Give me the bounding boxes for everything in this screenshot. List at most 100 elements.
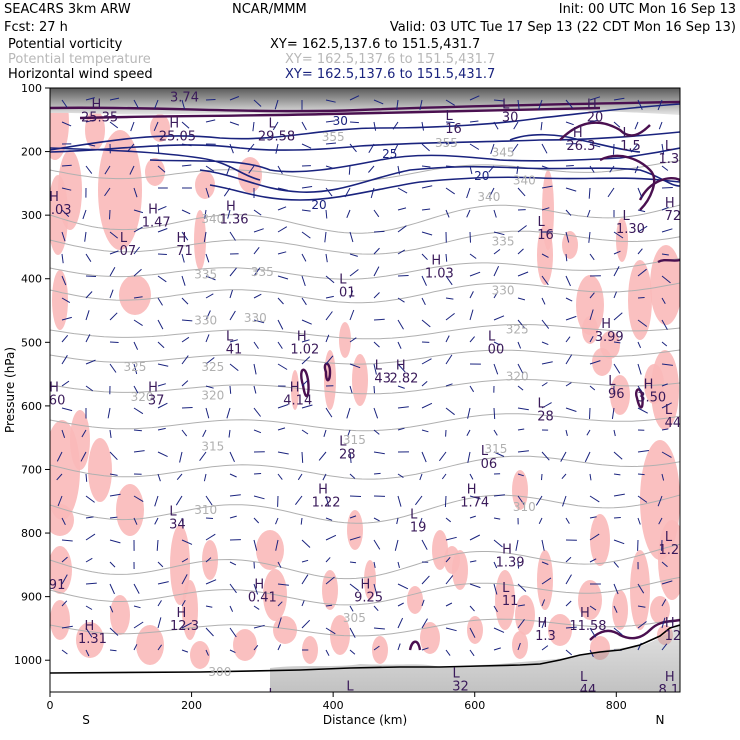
x-tick-label: 600 — [464, 699, 485, 712]
extremum-letter: H — [49, 190, 59, 205]
model-name: SEAC4RS 3km ARW — [4, 2, 131, 17]
extremum-letter: H — [601, 317, 611, 332]
extremum-value: 29.58 — [258, 130, 295, 145]
theta-label: 320 — [506, 369, 529, 383]
extremum-letter: H — [297, 330, 307, 345]
extremum-value: 4.14 — [283, 394, 312, 409]
y-tick-label: 400 — [21, 273, 42, 286]
theta-label: 325 — [123, 360, 146, 374]
extremum-letter: L — [580, 670, 588, 685]
extremum-value: 11 — [502, 594, 519, 609]
extremum-letter: H — [169, 117, 179, 132]
y-tick-label: 500 — [21, 336, 42, 349]
extremum-value: 1.47 — [142, 216, 171, 231]
extremum-letter: L — [665, 530, 673, 545]
extremum-letter: L — [538, 215, 546, 230]
extremum-letter: H — [92, 98, 102, 113]
extremum-value: 91 — [49, 578, 66, 593]
wind-vectors — [56, 95, 673, 658]
extremum-value: 30 — [502, 111, 519, 126]
legend-wind-label: Horizontal wind speed — [8, 67, 153, 82]
theta-label: 355 — [435, 136, 458, 150]
theta-label: 330 — [492, 284, 515, 298]
extremum-value: 19 — [410, 521, 427, 536]
y-tick-label: 200 — [21, 146, 42, 159]
extremum-value: 34 — [169, 518, 186, 533]
extremum-value: 11.58 — [569, 619, 606, 634]
extremum-value: 1.03 — [43, 203, 72, 218]
extremum-value: 1.3 — [535, 629, 556, 644]
extremum-letter: H — [318, 482, 328, 497]
extremum-letter: H — [538, 616, 548, 631]
extremum-letter: L — [502, 581, 510, 596]
extremum-value: 1.31 — [78, 632, 107, 647]
extremum-letter: H — [467, 482, 477, 497]
extremum-value: 07 — [120, 244, 137, 259]
legend-pv-label: Potential vorticity — [8, 37, 123, 52]
extremum-letter: H — [502, 543, 512, 558]
extremum-value: 1.02 — [290, 343, 319, 358]
theta-label: 330 — [244, 311, 267, 325]
extremum-letter: H — [148, 203, 158, 218]
extremum-value: 25.35 — [81, 111, 118, 126]
extremum-value: 0.41 — [248, 591, 277, 606]
wind-speed-contours — [50, 103, 680, 201]
extremum-value: 1.29 — [658, 543, 687, 558]
extremum-value: 2.82 — [389, 371, 418, 386]
x-tick-label: 400 — [323, 699, 344, 712]
extremum-letter: L — [445, 109, 453, 124]
y-axis: 100 200 300 400 500 600 700 800 900 1000 — [14, 82, 50, 667]
extremum-letter: L — [346, 679, 354, 694]
extremum-value: 06 — [481, 457, 498, 472]
extremum-letter: H — [431, 253, 441, 268]
extremum-value: 1.05 — [262, 700, 291, 715]
extremum-value: 1.5 — [620, 139, 641, 154]
extremum-letter: L — [622, 209, 630, 224]
extremum-letter: H — [396, 358, 406, 373]
theta-label: 310 — [513, 500, 536, 514]
legend-theta-label: Potential temperature — [8, 52, 151, 67]
legend-wind-xy: XY= 162.5,137.6 to 151.5,431.7 — [285, 67, 495, 82]
theta-label: 315 — [485, 442, 508, 456]
extremum-letter: L — [502, 98, 510, 113]
y-tick-label: 100 — [21, 82, 42, 95]
extremum-letter: H — [254, 578, 264, 593]
extremum-value: 1.39 — [496, 556, 525, 571]
extremum-letter: H — [49, 381, 59, 396]
extremum-letter: H — [573, 126, 583, 141]
extremum-value: 16 — [445, 122, 462, 137]
pv-contours — [50, 100, 680, 651]
extremum-value: 28 — [537, 409, 554, 424]
extremum-value: 25.05 — [159, 130, 196, 145]
wind-label: 30 — [333, 114, 348, 128]
extremum-value: 3.50 — [637, 390, 666, 405]
extremum-value: 1.37 — [658, 152, 687, 167]
theta-label: 335 — [492, 235, 515, 249]
y-tick-label: 800 — [21, 527, 42, 540]
pv-shading-layer — [50, 88, 680, 669]
extremum-value: 00 — [488, 343, 505, 358]
extremum-value: 1.36 — [220, 212, 249, 227]
theta-label: 340 — [477, 190, 500, 204]
theta-label: 330 — [194, 314, 217, 328]
extremum-value: 12.3 — [170, 619, 199, 634]
extremum-letter: L — [665, 139, 673, 154]
extremum-letter: L — [375, 358, 383, 373]
extremum-letter: L — [608, 374, 616, 389]
x-tick-label: 800 — [606, 699, 627, 712]
extremum-value: 31 — [346, 692, 363, 707]
theta-label: 315 — [343, 433, 366, 447]
extremum-letter: L — [488, 330, 496, 345]
extremum-letter: L — [538, 396, 546, 411]
extremum-value: 16 — [537, 228, 554, 243]
extremum-letter: L — [120, 231, 128, 246]
extremum-letter: L — [622, 126, 630, 141]
y-tick-label: 1000 — [14, 654, 42, 667]
x-tick-label: 200 — [181, 699, 202, 712]
theta-label: 340 — [201, 212, 224, 226]
extremum-letter: H — [176, 231, 186, 246]
y-tick-label: 900 — [21, 591, 42, 604]
wind-label: 25 — [382, 147, 397, 161]
extremum-letter: H — [644, 377, 654, 392]
